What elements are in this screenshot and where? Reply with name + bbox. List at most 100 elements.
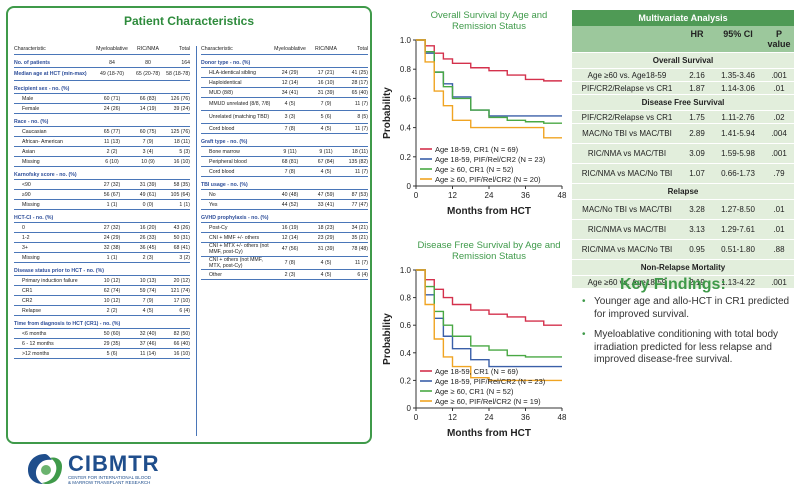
cell-value: 18 (11) [173, 138, 190, 145]
logo-subtitle-2: & MARROW TRANSPLANT RESEARCH [68, 480, 151, 485]
legend-entry: Age 18-59, PIF/Rel/CR2 (N = 23) [435, 377, 546, 386]
section-heading: TBI usage - no. (%) [201, 180, 368, 191]
table-row: MAC/No TBI vs MAC/TBI 2.89 1.41-5.94 .004 [572, 123, 794, 143]
cell-value: 68 (81) [281, 158, 299, 165]
cell-value: 4 (5) [284, 101, 296, 108]
table-row: RIC/NMA vs MAC/TBI 3.09 1.59-5.98 .001 [572, 143, 794, 163]
row-label: Missing [22, 254, 40, 261]
header-hr: HR [690, 29, 704, 39]
series-line-4 [416, 39, 562, 139]
row-label: MMUD unrelated (8/8, 7/8) [209, 101, 271, 108]
cell-value: 49 (18-70) [100, 71, 124, 78]
x-tick-label: 24 [485, 413, 494, 422]
row-label: Cord blood [209, 125, 235, 132]
table-row: <6 months 50 (60) 32 (40) 82 (50) [14, 329, 190, 340]
table-row: Missing 6 (10) 10 (9) 16 (10) [14, 157, 190, 168]
row-label: CNI + others (not MMF, MTX, post-Cy) [209, 256, 263, 269]
cell-value: 24 (26) [103, 105, 121, 112]
cell-value: 28 (17) [351, 79, 368, 86]
chart-title-line-1: Disease Free Survival by Age and [417, 240, 560, 251]
cell-value: 78 (48) [351, 246, 368, 253]
cell-value: 7 (8) [284, 168, 296, 175]
cell-value: 3 (2) [179, 254, 190, 261]
table-row: 1-2 24 (29) 26 (33) 50 (31) [14, 233, 190, 244]
cell-value: 7 (9) [142, 297, 154, 304]
x-tick-label: 12 [448, 413, 457, 422]
cell-value: 5 (6) [106, 350, 118, 357]
cell-value: 1 (1) [106, 254, 118, 261]
table-row: Age ≥60 vs. Age18-59 2.19 1.13-4.22 .001 [572, 275, 794, 288]
chart-title-line-1: Overall Survival by Age and [431, 10, 548, 21]
y-tick-label: 0.4 [400, 349, 412, 358]
row-label: Peripheral blood [209, 158, 247, 165]
section-heading: Disease Free Survival [572, 94, 794, 110]
row-label: CR1 [22, 287, 33, 294]
key-findings-list: Younger age and allo-HCT in CR1 predicte… [582, 296, 796, 375]
row-label: Other [209, 271, 222, 278]
cell-value: 3 (3) [284, 114, 296, 121]
table-header: HR 95% CI P value [572, 26, 794, 52]
cell-value: 4 (5) [320, 168, 332, 175]
cell-value: 9 (11) [319, 148, 333, 155]
cell-value: 47 (59) [317, 191, 335, 198]
cell-value: 14 (19) [139, 105, 157, 112]
chart-title-line-2: Remission Status [452, 21, 526, 32]
cell-value: 7 (9) [142, 138, 154, 145]
table-row: Asian 2 (2) 3 (4) 5 (3) [14, 147, 190, 158]
cell-value: 82 (50) [173, 330, 190, 337]
p-value: .001 [771, 277, 787, 287]
cell-value: 125 (76) [170, 128, 190, 135]
row-label: Caucasian [22, 128, 47, 135]
cell-value: 2 (2) [106, 307, 118, 314]
series-line-1 [416, 269, 562, 326]
row-label: RIC/NMA vs MAC/TBI [587, 149, 667, 158]
row-label: Haploidentical [209, 79, 242, 86]
cell-value: 4 (5) [320, 259, 332, 266]
cell-value: 6 (10) [105, 158, 119, 165]
row-label: 1-2 [22, 234, 30, 241]
y-tick-label: 0.6 [400, 321, 412, 330]
header-characteristic: Characteristic [201, 46, 233, 52]
section-heading: GVHD prophylaxis - no. (%) [201, 213, 368, 224]
p-value: .01 [773, 83, 785, 93]
cell-value: 56 (67) [103, 191, 121, 198]
legend-entry: Age ≥ 60, CR1 (N = 52) [435, 387, 514, 396]
section-heading: Relapse [572, 183, 794, 199]
cell-value: 6 (4) [357, 271, 368, 278]
ci-value: 1.35-3.46 [721, 70, 755, 80]
p-value: .001 [771, 70, 787, 80]
legend-entry: Age ≥ 60, PIF/Rel/CR2 (N = 19) [435, 397, 541, 406]
cell-value: 20 (12) [173, 277, 190, 284]
header-p-value: P value [767, 29, 791, 49]
table-row: Peripheral blood 68 (81) 67 (84) 135 (82) [201, 157, 368, 168]
section-heading: HCT-CI - no. (%) [14, 213, 190, 224]
cell-value: 4 (5) [320, 125, 332, 132]
cibmtr-logo: CIBMTR CENTER FOR INTERNATIONAL BLOOD & … [26, 452, 160, 486]
header-ric-nma: RIC/NMA [315, 46, 337, 52]
cell-value: 67 (84) [317, 158, 335, 165]
table-row: 6 - 12 months 29 (35) 37 (46) 66 (40) [14, 339, 190, 350]
header-total: Total [179, 46, 190, 52]
y-tick-label: 0 [407, 182, 412, 191]
p-value: .88 [773, 245, 785, 254]
row-label: MUD (8/8) [209, 89, 233, 96]
row-label: MAC/No TBI vs MAC/TBI [582, 205, 672, 214]
series-line-4 [416, 269, 562, 382]
cell-value: 17 (21) [317, 69, 335, 76]
cell-value: 31 (39) [317, 89, 335, 96]
table-row: Cord blood 7 (8) 4 (5) 11 (7) [201, 124, 368, 135]
row-label: Female [22, 105, 40, 112]
y-tick-label: 0.8 [400, 294, 412, 303]
cell-value: 11 (13) [103, 138, 121, 145]
cell-value: 31 (39) [139, 181, 157, 188]
row-label: Missing [22, 158, 40, 165]
cell-value: 31 (39) [317, 246, 335, 253]
cell-value: 8 (5) [357, 114, 368, 121]
panel-title: Patient Characteristics [123, 14, 255, 28]
legend-entry: Age ≥ 60, PIF/Rel/CR2 (N = 20) [435, 175, 541, 184]
hr-value: 3.13 [689, 225, 705, 234]
cell-value: 34 (41) [281, 89, 299, 96]
cell-value: 10 (12) [103, 297, 121, 304]
header-total: Total [357, 46, 368, 52]
cell-value: 35 (21) [351, 234, 368, 241]
